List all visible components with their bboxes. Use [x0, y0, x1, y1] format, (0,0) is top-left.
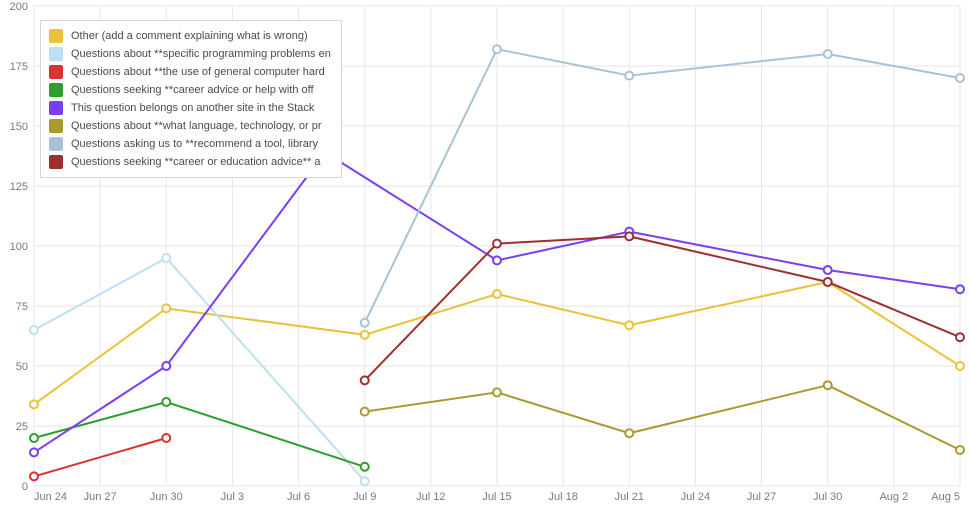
series-marker — [625, 72, 633, 80]
series-marker — [162, 398, 170, 406]
legend-swatch — [49, 83, 63, 97]
series-what-language-tech — [361, 381, 964, 454]
chart-container: 0 25 50 75 100 125 150 175 200 Jun 24 Jun 27 Jun 3… — [0, 0, 970, 506]
series-marker — [625, 232, 633, 240]
x-tick-label: Jul 12 — [416, 491, 445, 503]
series-marker — [625, 321, 633, 329]
series-marker — [625, 429, 633, 437]
series-marker — [30, 434, 38, 442]
legend-label: Questions about **what language, technol… — [71, 117, 322, 135]
series-marker — [361, 376, 369, 384]
legend-label: Questions about **specific programming p… — [71, 45, 331, 63]
y-tick-label: 125 — [10, 181, 28, 193]
legend-label: This question belongs on another site in… — [71, 99, 314, 117]
series-marker — [30, 448, 38, 456]
x-tick-label: Jul 30 — [813, 491, 842, 503]
series-marker — [493, 240, 501, 248]
series-marker — [493, 256, 501, 264]
series-line — [34, 402, 365, 467]
series-marker — [824, 50, 832, 58]
series-marker — [162, 304, 170, 312]
series-line — [365, 385, 960, 450]
series-marker — [162, 254, 170, 262]
legend-swatch — [49, 119, 63, 133]
legend-label: Other (add a comment explaining what is … — [71, 27, 308, 45]
x-tick-label: Jul 6 — [287, 491, 310, 503]
series-marker — [824, 381, 832, 389]
x-tick-label: Jul 24 — [681, 491, 710, 503]
x-tick-label: Jul 15 — [482, 491, 511, 503]
x-tick-label: Jun 30 — [150, 491, 183, 503]
legend-swatch — [49, 29, 63, 43]
x-tick-label: Aug 2 — [879, 491, 908, 503]
legend-swatch — [49, 101, 63, 115]
x-tick-label: Jun 24 — [34, 491, 67, 503]
legend-label: Questions asking us to **recommend a too… — [71, 135, 318, 153]
legend-item[interactable]: Questions seeking **career or education … — [49, 153, 331, 171]
y-tick-label: 150 — [10, 121, 28, 133]
x-tick-label: Jul 21 — [615, 491, 644, 503]
series-marker — [956, 362, 964, 370]
series-marker — [361, 319, 369, 327]
legend-item[interactable]: Questions about **specific programming p… — [49, 45, 331, 63]
series-marker — [493, 45, 501, 53]
legend-label: Questions seeking **career or education … — [71, 153, 320, 171]
legend-label: Questions seeking **career advice or hel… — [71, 81, 314, 99]
legend-item[interactable]: Questions about **what language, technol… — [49, 117, 331, 135]
legend: Other (add a comment explaining what is … — [40, 20, 342, 178]
legend-swatch — [49, 155, 63, 169]
y-tick-label: 25 — [16, 421, 28, 433]
series-marker — [361, 408, 369, 416]
series-marker — [361, 331, 369, 339]
x-tick-label: Jul 9 — [353, 491, 376, 503]
legend-item[interactable]: Questions asking us to **recommend a too… — [49, 135, 331, 153]
y-tick-label: 0 — [22, 481, 28, 493]
series-marker — [162, 434, 170, 442]
series-marker — [956, 446, 964, 454]
legend-swatch — [49, 47, 63, 61]
legend-swatch — [49, 65, 63, 79]
series-marker — [30, 326, 38, 334]
y-tick-label: 175 — [10, 61, 28, 73]
series-marker — [493, 290, 501, 298]
series-marker — [824, 266, 832, 274]
y-axis-labels: 0 25 50 75 100 125 150 175 200 — [10, 1, 28, 493]
x-tick-label: Jul 27 — [747, 491, 776, 503]
series-marker — [956, 285, 964, 293]
series-marker — [30, 400, 38, 408]
legend-item[interactable]: This question belongs on another site in… — [49, 99, 331, 117]
y-tick-label: 50 — [16, 361, 28, 373]
series-marker — [956, 74, 964, 82]
y-tick-label: 100 — [10, 241, 28, 253]
series-career-advice-off — [30, 398, 369, 471]
legend-item[interactable]: Questions about **the use of general com… — [49, 63, 331, 81]
x-tick-label: Jun 27 — [84, 491, 117, 503]
series-marker — [361, 477, 369, 485]
y-tick-label: 200 — [10, 1, 28, 13]
legend-label: Questions about **the use of general com… — [71, 63, 325, 81]
y-tick-label: 75 — [16, 301, 28, 313]
series-marker — [162, 362, 170, 370]
x-tick-label: Jul 3 — [221, 491, 244, 503]
series-marker — [956, 333, 964, 341]
x-tick-label: Jul 18 — [548, 491, 577, 503]
legend-item[interactable]: Other (add a comment explaining what is … — [49, 27, 331, 45]
x-axis-labels: Jun 24 Jun 27 Jun 30 Jul 3 Jul 6 Jul 9 Jul 12 J… — [34, 491, 960, 503]
series-marker — [30, 472, 38, 480]
series-marker — [824, 278, 832, 286]
series-marker — [361, 463, 369, 471]
x-tick-label: Aug 5 — [931, 491, 960, 503]
series-marker — [493, 388, 501, 396]
legend-swatch — [49, 137, 63, 151]
legend-item[interactable]: Questions seeking **career advice or hel… — [49, 81, 331, 99]
